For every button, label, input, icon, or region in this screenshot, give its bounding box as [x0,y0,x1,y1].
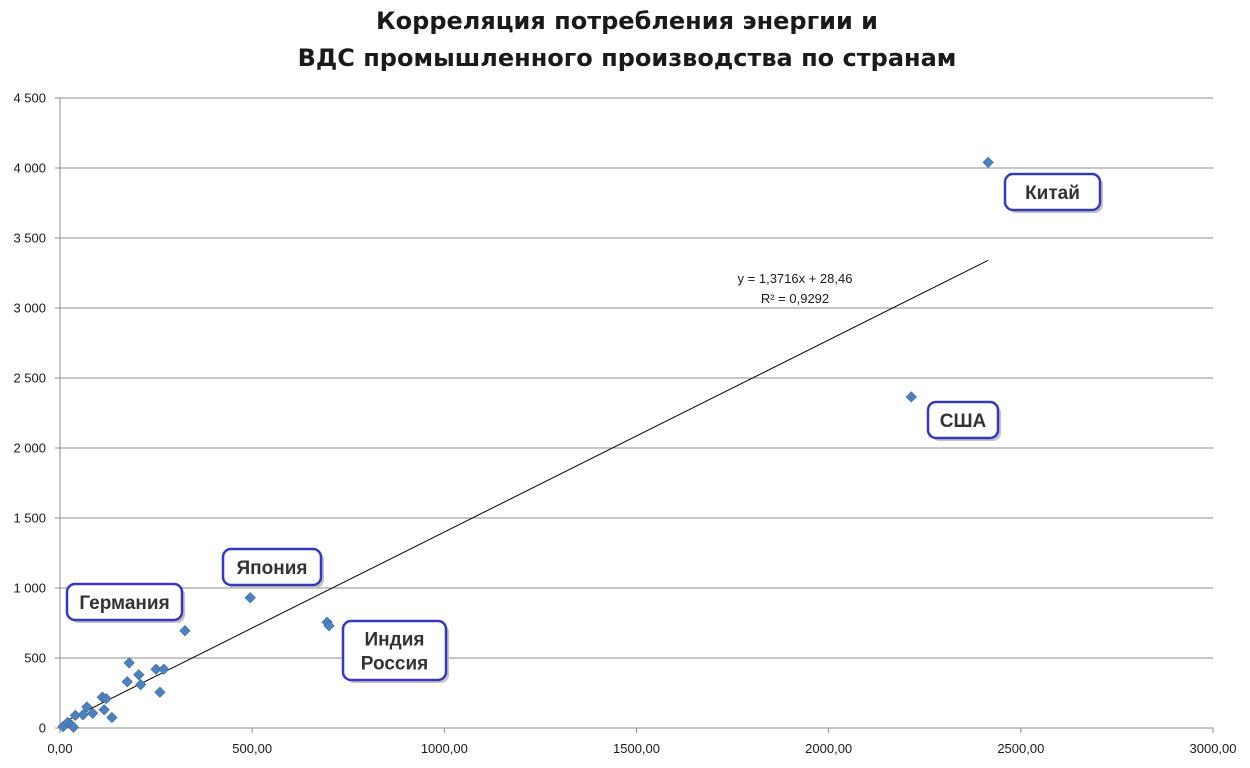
data-point [244,592,256,604]
callout: Индия Россия [341,619,449,683]
data-point [81,701,93,713]
trendline-line [67,259,989,721]
callout: Германия [65,582,185,623]
y-tick-label: 1 500 [13,511,46,526]
data-point [87,707,99,719]
trendline: y = 1,3716x + 28,46 R² = 0,9292 [67,259,989,721]
callout: Япония [221,547,324,588]
callout-box [341,619,448,682]
callout: США [926,400,1001,441]
data-point [905,391,917,403]
callout-box [65,582,184,622]
y-tick-label: 3 500 [13,231,46,246]
data-point [67,721,80,733]
data-point [150,663,162,675]
x-tick-label: 1500,00 [613,741,660,756]
callout-label: Россия [361,654,428,675]
callout-box [221,547,323,587]
data-point [179,625,191,637]
callout-box [926,400,1000,440]
y-tick-label: 3 000 [13,301,46,316]
y-tick-label: 500 [24,651,46,666]
callout-box [1003,172,1102,212]
data-point [100,692,112,705]
trendline-equation: y = 1,3716x + 28,46 [738,271,853,286]
data-point [982,156,994,169]
y-tick-labels: 0 500 1 000 1 500 2 000 2 500 3 000 3 500 4 000 4… [13,91,46,736]
trendline-r2: R² = 0,9292 [761,291,829,306]
chart-title: Корреляция потребления энергии и ВДС пром… [298,7,957,72]
data-point [323,620,335,632]
data-point [135,678,147,691]
y-tick-label: 4 000 [13,161,46,176]
data-point [77,709,89,721]
data-point [154,686,166,698]
data-point [158,663,170,675]
callout-label: Индия [365,630,425,651]
x-tick-label: 500,00 [232,741,272,756]
callouts: Китай США Япония Германия Индия Россия [65,172,1103,683]
x-tick-labels: 0,00 500,00 1000,00 1500,00 2000,00 2500,00 30… [47,741,1236,756]
x-tick-label: 2000,00 [805,741,852,756]
y-tick-label: 1 000 [13,581,46,596]
y-tick-label: 4 500 [13,91,46,106]
data-point [106,711,118,724]
data-point [123,657,135,669]
callout-label: Германия [79,593,169,614]
x-tick-label: 1000,00 [421,741,468,756]
data-point [133,669,145,681]
data-point [121,676,133,688]
data-point [98,704,110,716]
data-points [57,156,994,733]
chart-title-line: Корреляция потребления энергии и [376,7,878,35]
y-tick-label: 2 000 [13,441,46,456]
x-tick-label: 0,00 [47,741,72,756]
y-tick-label: 2 500 [13,371,46,386]
callout-label: Япония [237,558,308,579]
x-tick-label: 2500,00 [997,741,1044,756]
chart-title-line: ВДС промышленного производства по страна… [298,44,957,72]
callout: Китай [1003,172,1103,213]
x-tick-label: 3000,00 [1190,741,1237,756]
callout-label: Китай [1025,183,1080,204]
y-tick-label: 0 [39,721,46,736]
callout-label: США [940,411,987,432]
